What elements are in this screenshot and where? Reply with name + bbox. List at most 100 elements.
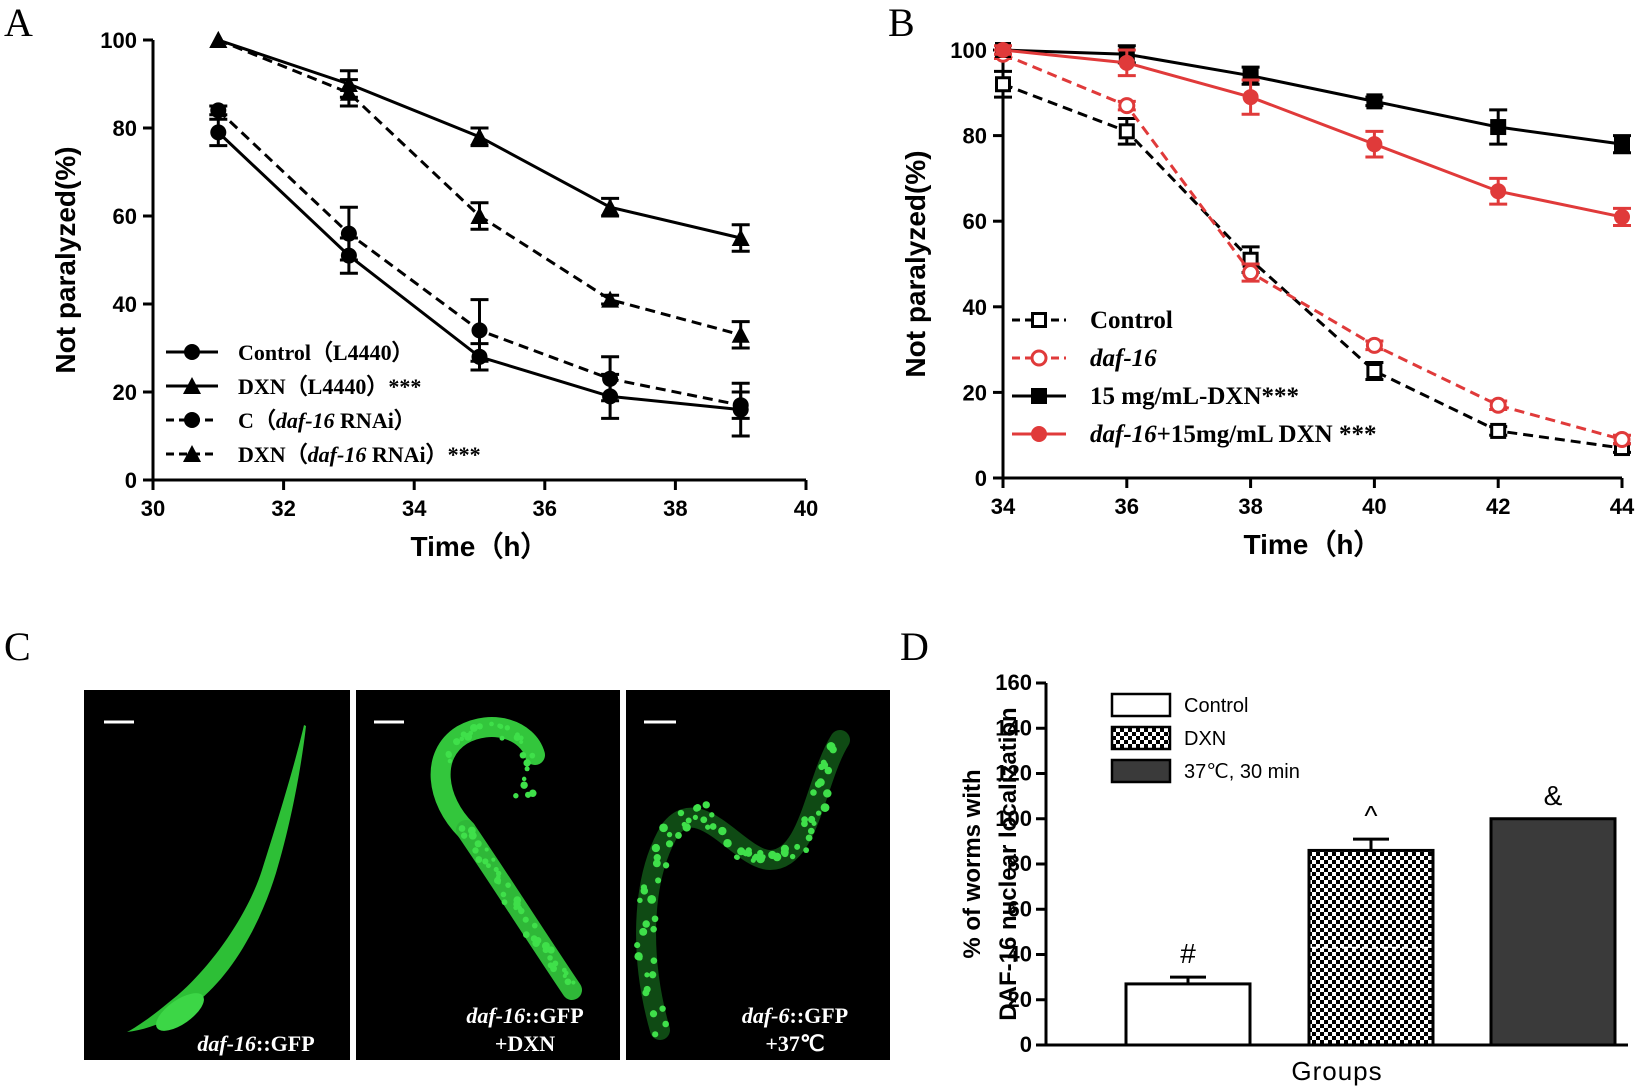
chart-a: 0 20 40 60 80 100 30 32 34 36 38 40 Time（h） Not paral…: [50, 28, 818, 562]
significance-mark-1: #: [1180, 938, 1196, 969]
gfp-nucleus: [472, 847, 479, 854]
gfp-nucleus: [500, 891, 507, 898]
gfp-nucleus: [505, 882, 511, 888]
legend-marker: [183, 377, 201, 394]
gfp-nucleus: [702, 801, 710, 809]
gfp-nucleus: [829, 745, 837, 754]
gfp-nucleus: [772, 852, 782, 862]
gfp-nucleus: [547, 946, 555, 954]
worm-1: [127, 725, 306, 1032]
gfp-nucleus: [709, 823, 717, 830]
gfp-nucleus: [468, 831, 477, 840]
gfp-nucleus: [495, 870, 502, 877]
data-point: [1490, 422, 1507, 439]
gfp-nucleus: [522, 916, 529, 923]
worm-1-glow: [156, 993, 204, 1031]
gfp-nucleus: [445, 751, 453, 758]
gfp-nucleus: [571, 980, 576, 985]
x-tick-label: 36: [533, 496, 557, 521]
y-tick-label: 20: [963, 380, 987, 405]
legend-label: DXN: [1184, 728, 1226, 750]
data-point: [1366, 93, 1383, 110]
micrograph-2-caption-line2: +DXN: [495, 1031, 555, 1056]
x-tick-label: 32: [271, 496, 295, 521]
legend-label: Control: [1090, 307, 1173, 334]
gfp-nucleus: [659, 823, 668, 833]
gfp-nucleus: [750, 857, 756, 863]
panel-letter-c: C: [4, 624, 31, 669]
gfp-nucleus: [513, 733, 521, 741]
gfp-nucleus: [682, 823, 691, 832]
data-point: [1366, 363, 1383, 379]
x-axis-title: Time（h）: [411, 530, 549, 562]
y-tick-label: 40: [1008, 942, 1032, 967]
y-tick-label: 20: [1008, 987, 1032, 1012]
micrograph-3-caption-text: daf-6::GFP: [742, 1003, 848, 1028]
gfp-nucleus: [634, 942, 641, 949]
gfp-nucleus: [642, 920, 650, 928]
data-point: [731, 325, 750, 343]
gfp-nucleus: [647, 894, 657, 904]
micrograph-3-caption-line2: +37℃: [765, 1031, 824, 1056]
gfp-nucleus: [552, 960, 559, 967]
gfp-nucleus: [518, 735, 524, 741]
gfp-nucleus: [745, 849, 753, 857]
gfp-nucleus: [781, 850, 789, 858]
chart-d: 0 20 40 60 80 100 120 140 160 Groups % of worms wi…: [959, 670, 1628, 1086]
gfp-nucleus: [499, 735, 505, 741]
gfp-nucleus: [651, 915, 659, 923]
data-point: [339, 83, 358, 101]
gfp-nucleus: [522, 931, 530, 938]
panel-letter-a: A: [4, 0, 33, 45]
micrograph-1-background: [84, 690, 350, 1060]
gfp-nucleus: [823, 789, 832, 798]
y-tick-label: 60: [113, 204, 137, 229]
legend-marker: [1030, 349, 1048, 367]
series-3: [209, 102, 750, 420]
gfp-nucleus: [521, 776, 527, 782]
gfp-nucleus: [820, 761, 829, 770]
gfp-nucleus: [705, 824, 711, 830]
gfp-nucleus: [491, 857, 496, 862]
gfp-nucleus: [801, 816, 808, 823]
gfp-nucleus: [807, 827, 815, 835]
y-axis-title-line: % of worms with: [959, 769, 986, 958]
gfp-nucleus: [760, 854, 766, 860]
gfp-nucleus: [649, 1010, 658, 1018]
gfp-nucleus: [534, 937, 542, 944]
y-tick-label: 120: [995, 761, 1032, 786]
gfp-nucleus: [789, 853, 796, 860]
gfp-nucleus: [459, 736, 465, 742]
gfp-nucleus: [460, 832, 468, 839]
gfp-nucleus: [520, 781, 528, 789]
legend-entry-3: C（daf-16 RNAi）: [166, 408, 416, 433]
data-point: [1614, 208, 1630, 225]
gfp-nucleus: [803, 847, 810, 854]
x-tick-label: 34: [991, 494, 1016, 519]
gfp-nucleus: [649, 971, 657, 979]
y-tick-label: 20: [113, 380, 137, 405]
series-4: [209, 31, 750, 350]
y-tick-label: 40: [963, 295, 987, 320]
gfp-nucleus: [513, 793, 519, 799]
series-line: [1002, 48, 1623, 146]
x-tick-label: 30: [141, 496, 165, 521]
gfp-nucleus: [504, 725, 511, 731]
gfp-nucleus: [561, 967, 567, 973]
data-point: [1613, 430, 1631, 448]
gfp-nucleus: [650, 957, 658, 964]
gfp-nucleus: [692, 814, 698, 820]
gfp-nucleus: [519, 739, 524, 745]
legend-entry-2: DXN（L4440）***: [166, 374, 421, 399]
legend-entry-4: daf-16+15mg/mL DXN ***: [1012, 421, 1376, 448]
gfp-nucleus: [497, 723, 502, 729]
micrograph-3: +37℃ daf-6::GFP: [626, 690, 890, 1060]
gfp-nucleus: [484, 847, 489, 852]
gfp-nucleus: [639, 927, 648, 936]
y-tick-label: 80: [1008, 851, 1032, 876]
legend-entry-3: 37℃, 30 min: [1110, 758, 1300, 784]
y-tick-label: 80: [113, 116, 137, 141]
data-point: [470, 127, 489, 145]
legend-entry-4: DXN（daf-16 RNAi）***: [166, 442, 481, 467]
x-tick-label: 38: [663, 496, 687, 521]
